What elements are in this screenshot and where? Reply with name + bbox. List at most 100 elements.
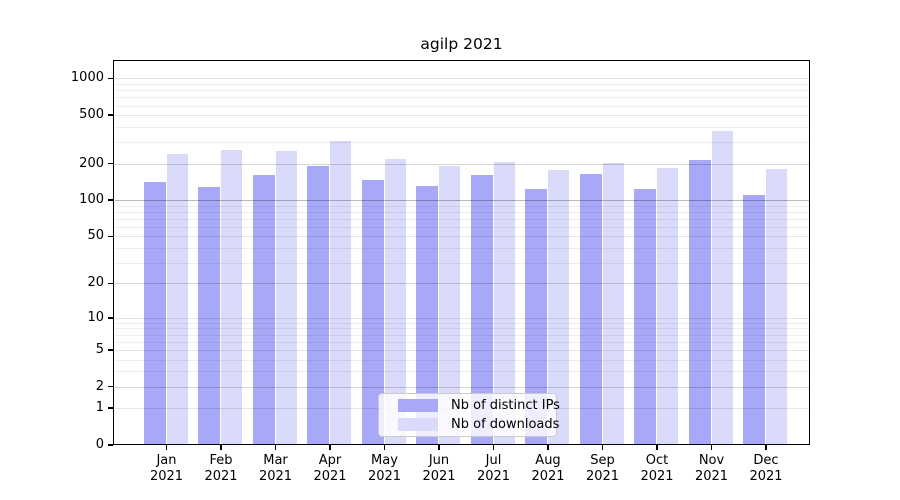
gridline [114, 262, 809, 264]
gridline [114, 127, 809, 129]
bar-distinct-ips [634, 188, 656, 444]
gridline [114, 205, 809, 207]
y-tick-label: 1000 [70, 70, 104, 86]
bar-distinct-ips [688, 159, 711, 444]
y-tick-label: 1 [95, 400, 104, 416]
bar-distinct-ips [579, 173, 602, 444]
bar-distinct-ips [198, 187, 220, 444]
x-tick-label: Nov 2021 [694, 453, 729, 484]
y-tick-mark [108, 77, 113, 80]
y-tick-label: 10 [87, 309, 104, 325]
bar-distinct-ips [525, 188, 547, 444]
gridline [114, 90, 809, 92]
y-tick-label: 100 [79, 192, 104, 208]
gridline [114, 359, 809, 361]
x-tick-mark [438, 445, 440, 450]
y-tick-mark [108, 349, 113, 351]
y-tick-mark [108, 199, 113, 201]
gridline [114, 386, 809, 388]
x-tick-mark [656, 445, 658, 450]
gridline [114, 317, 809, 319]
bar-downloads [657, 168, 678, 444]
gridline [114, 163, 809, 165]
legend: Nb of distinct IPs Nb of downloads [378, 393, 560, 437]
gridline [114, 78, 809, 80]
bar-downloads [330, 140, 351, 444]
y-tick-mark [108, 235, 113, 238]
gridline [114, 105, 809, 107]
x-tick-label: Jul 2021 [476, 453, 511, 484]
x-tick-label: Apr 2021 [313, 453, 347, 484]
bar-distinct-ips [143, 182, 166, 444]
bar-downloads [602, 163, 624, 444]
gridline [114, 226, 809, 228]
x-tick-mark [220, 445, 222, 450]
bar-downloads [548, 169, 569, 444]
y-tick-label: 2 [95, 378, 104, 394]
gridline [114, 283, 809, 285]
gridline [114, 341, 809, 343]
bar-downloads [711, 131, 733, 444]
gridline [114, 322, 809, 324]
x-tick-mark [601, 445, 604, 450]
gridline [114, 200, 809, 202]
x-tick-label: Feb 2021 [204, 453, 238, 484]
bar-downloads [766, 168, 787, 444]
x-tick-label: Jun 2021 [422, 453, 456, 484]
x-tick-mark [165, 445, 168, 450]
gridline [114, 371, 809, 373]
legend-swatch-distinct-ips [398, 399, 438, 412]
gridline [114, 142, 809, 144]
bar-downloads [221, 149, 242, 444]
x-tick-mark [383, 445, 386, 450]
y-tick-label: 500 [79, 107, 104, 123]
legend-row-distinct-ips: Nb of distinct IPs [379, 398, 560, 413]
plot-border [113, 60, 810, 445]
bar-downloads [493, 161, 515, 444]
y-tick-mark [108, 162, 113, 165]
bar-downloads [384, 158, 406, 444]
x-tick-mark [710, 445, 713, 450]
y-tick-mark [108, 407, 113, 409]
gridline [114, 334, 809, 336]
gridline [114, 247, 809, 249]
gridline [114, 218, 809, 220]
gridline [114, 236, 809, 238]
legend-label-distinct-ips: Nb of distinct IPs [451, 398, 560, 413]
bar-downloads [439, 166, 460, 444]
y-tick-mark [108, 385, 113, 388]
x-tick-mark [274, 445, 277, 450]
bar-distinct-ips [361, 179, 384, 444]
legend-label-downloads: Nb of downloads [451, 417, 560, 432]
y-tick-mark [108, 444, 113, 446]
y-tick-mark [108, 282, 113, 285]
x-tick-label: Mar 2021 [258, 453, 293, 484]
bar-distinct-ips [252, 175, 275, 444]
x-tick-label: May 2021 [367, 453, 402, 484]
legend-row-downloads: Nb of downloads [379, 417, 560, 432]
x-tick-label: Dec 2021 [749, 453, 783, 484]
bar-distinct-ips [416, 186, 438, 444]
bar-distinct-ips [743, 194, 765, 444]
bar-distinct-ips [470, 175, 493, 444]
bar-downloads [166, 153, 188, 444]
x-tick-mark [492, 445, 495, 450]
gridline [114, 115, 809, 117]
x-tick-label: Oct 2021 [640, 453, 674, 484]
gridline [114, 163, 809, 165]
x-tick-mark [329, 445, 331, 450]
x-tick-mark [547, 445, 549, 450]
y-tick-mark [108, 114, 113, 116]
y-tick-label: 50 [87, 228, 104, 244]
gridline [114, 211, 809, 213]
gridline [114, 283, 809, 285]
bar-distinct-ips [307, 165, 329, 444]
x-tick-label: Sep 2021 [585, 453, 620, 484]
gridline [114, 328, 809, 330]
bar-downloads [275, 150, 297, 444]
x-tick-mark [765, 445, 767, 450]
gridline [114, 84, 809, 86]
y-tick-label: 5 [95, 341, 104, 357]
x-tick-label: Jan 2021 [149, 453, 184, 484]
